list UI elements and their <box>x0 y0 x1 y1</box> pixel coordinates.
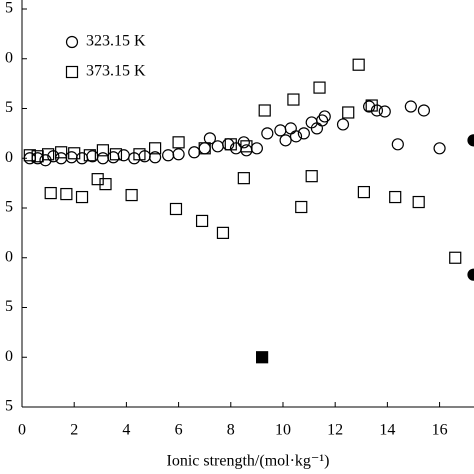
filled-point <box>467 268 474 281</box>
point <box>96 144 110 157</box>
point <box>188 146 201 159</box>
point <box>318 110 331 123</box>
point <box>363 100 376 113</box>
point <box>352 58 365 71</box>
point <box>412 195 425 209</box>
legend-marker <box>65 65 79 79</box>
point <box>198 142 211 155</box>
point <box>60 187 73 201</box>
point <box>86 150 99 163</box>
point <box>417 104 431 117</box>
y-tick-label: 5 <box>5 398 13 415</box>
point <box>391 138 404 151</box>
point <box>172 148 185 161</box>
legend-label: 323.15 K <box>86 33 146 50</box>
x-tick-label: 4 <box>122 422 130 439</box>
point <box>211 140 224 153</box>
point <box>125 188 138 202</box>
x-tick-label: 10 <box>275 422 291 439</box>
y-tick-label: 0 <box>5 248 13 265</box>
point <box>99 178 112 191</box>
x-tick-label: 6 <box>175 422 183 439</box>
x-tick-label: 2 <box>70 422 78 439</box>
point <box>313 81 326 94</box>
point <box>96 152 110 165</box>
point <box>279 134 292 147</box>
point <box>336 118 350 131</box>
point <box>378 105 391 118</box>
point <box>240 140 253 153</box>
x-tick-label: 8 <box>227 422 235 439</box>
point <box>258 104 271 117</box>
point <box>162 149 175 162</box>
point <box>237 136 250 149</box>
point <box>55 146 68 159</box>
point <box>274 124 287 137</box>
point <box>305 170 318 183</box>
point <box>404 100 417 113</box>
point <box>284 122 297 135</box>
legend-marker <box>65 35 79 49</box>
point <box>433 142 446 155</box>
point <box>261 127 274 140</box>
point <box>289 130 303 143</box>
point <box>65 151 78 164</box>
x-tick-label: 16 <box>432 422 448 439</box>
point <box>83 149 96 162</box>
point <box>240 144 253 157</box>
point <box>365 99 378 112</box>
legend-label: 373.15 K <box>86 63 146 80</box>
point <box>172 136 185 149</box>
x-axis-label: Ionic strength/(mol·kg⁻¹) <box>167 453 330 470</box>
point <box>75 190 89 204</box>
point <box>149 151 162 164</box>
point <box>169 202 183 216</box>
x-tick-label: 14 <box>379 422 395 439</box>
point <box>68 147 81 160</box>
point <box>198 142 211 155</box>
point <box>287 93 300 106</box>
point <box>357 185 370 199</box>
point <box>449 251 462 264</box>
point <box>41 148 55 161</box>
x-tick-label: 12 <box>327 422 343 439</box>
point <box>295 200 308 214</box>
point <box>23 149 36 162</box>
filled-point <box>467 134 474 147</box>
x-tick-label: 0 <box>18 422 26 439</box>
point <box>389 190 402 204</box>
plot-area <box>23 58 474 364</box>
point <box>250 142 263 155</box>
y-tick-label: 5 <box>5 99 13 116</box>
point <box>149 142 162 155</box>
point <box>297 127 310 140</box>
point <box>216 226 230 239</box>
point <box>44 186 57 200</box>
point <box>117 149 130 162</box>
point <box>133 148 146 161</box>
point <box>224 138 237 151</box>
y-tick-label: 5 <box>5 0 13 17</box>
point <box>342 106 355 119</box>
y-tick-label: 0 <box>5 49 13 66</box>
y-tick-label: 0 <box>5 348 13 365</box>
y-tick-label: 5 <box>5 199 13 216</box>
point <box>109 148 123 161</box>
filled-point <box>256 351 269 364</box>
point <box>316 114 329 127</box>
y-tick-label: 5 <box>5 298 13 315</box>
y-tick-label: 0 <box>5 149 13 166</box>
point <box>195 214 209 228</box>
point <box>237 172 250 185</box>
point <box>107 151 120 164</box>
